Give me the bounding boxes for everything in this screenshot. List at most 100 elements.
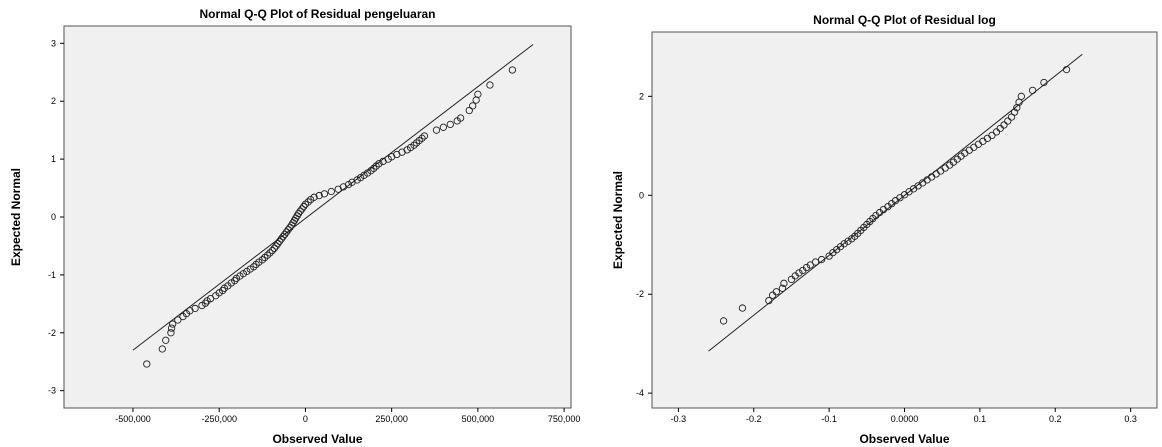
x-tick-label: 250,000	[375, 414, 408, 424]
data-point	[191, 304, 199, 313]
data-point	[465, 106, 473, 115]
data-point	[1062, 65, 1071, 74]
data-point	[258, 256, 266, 264]
data-point	[1028, 86, 1037, 95]
x-tick-label: 750,000	[548, 414, 581, 424]
data-point	[315, 191, 323, 200]
data-point	[765, 296, 773, 305]
data-point	[508, 66, 517, 74]
data-point	[418, 134, 426, 142]
data-point	[370, 164, 378, 173]
y-tick-label: 3	[51, 38, 56, 48]
y-tick-label: 2	[51, 96, 56, 106]
data-point	[201, 299, 210, 307]
data-point	[486, 81, 494, 89]
data-point	[268, 246, 276, 255]
x-tick-label: 0	[303, 414, 308, 424]
data-point	[778, 284, 787, 292]
data-point	[279, 233, 287, 241]
data-point	[158, 345, 166, 353]
data-point	[266, 249, 274, 257]
qq-plot-residual-log: Normal Q-Q Plot of Residual log -0.3 -0.2 -…	[581, 0, 1162, 447]
y-tick-label: 0	[51, 212, 56, 222]
data-point	[263, 251, 272, 259]
data-point	[456, 114, 465, 122]
data-point	[168, 320, 177, 328]
x-axis-title: Observed Value	[272, 432, 362, 446]
x-tick-label: 0.0000	[891, 414, 919, 424]
data-point	[988, 131, 996, 140]
x-tick-label: -500,000	[115, 414, 151, 424]
data-point	[1004, 117, 1012, 125]
reference-line	[132, 44, 534, 351]
data-point	[320, 190, 329, 198]
data-point	[296, 207, 304, 215]
qq-plot-right-svg: Normal Q-Q Plot of Residual log -0.3 -0.2 -…	[611, 13, 1158, 446]
data-point	[275, 237, 284, 245]
data-point	[817, 255, 826, 264]
x-tick-label: -0.1	[821, 414, 837, 424]
y-tick-label: -2	[636, 289, 644, 299]
chart-title: Normal Q-Q Plot of Residual log	[813, 13, 996, 27]
x-tick-label: -250,000	[201, 414, 237, 424]
y-axis-title: Expected Normal	[9, 168, 23, 266]
x-tick-label: -0.2	[746, 414, 762, 424]
y-tick-label: -2	[48, 328, 56, 338]
data-point	[840, 240, 848, 248]
y-tick-label: -1	[48, 270, 56, 280]
data-point	[294, 209, 303, 218]
data-point	[802, 263, 811, 272]
data-point	[1000, 121, 1008, 129]
data-point	[174, 316, 182, 324]
data-point	[282, 228, 291, 236]
data-point	[304, 198, 312, 206]
x-tick-label: 0.1	[974, 414, 987, 424]
data-point	[738, 304, 747, 312]
data-point	[719, 317, 728, 325]
y-axis-title: Expected Normal	[611, 171, 625, 269]
data-point	[277, 235, 285, 243]
data-point	[1040, 78, 1048, 87]
data-point	[844, 237, 852, 245]
data-point	[281, 230, 289, 239]
data-point	[1017, 92, 1025, 100]
data-point	[474, 90, 482, 98]
data-point	[272, 242, 280, 250]
data-point	[219, 286, 227, 295]
data-point	[420, 132, 429, 140]
x-tick-label: 0.2	[1049, 414, 1062, 424]
plot-area	[651, 31, 1158, 409]
x-tick-label: -0.3	[671, 414, 687, 424]
y-tick-label: 0	[639, 190, 644, 200]
data-point	[780, 279, 788, 287]
x-axis-title: Observed Value	[859, 432, 949, 446]
data-point	[274, 239, 282, 248]
y-tick-label: 1	[51, 154, 56, 164]
qq-plot-residual-pengeluaran: Normal Q-Q Plot of Residual pengeluaran -…	[9, 7, 581, 446]
data-point	[446, 120, 454, 129]
data-point	[310, 193, 318, 201]
data-point	[250, 263, 258, 271]
chart-title: Normal Q-Q Plot of Residual pengeluaran	[199, 7, 435, 21]
reference-line	[708, 53, 1083, 352]
data-point	[1010, 108, 1019, 116]
data-point	[167, 329, 175, 337]
data-point	[284, 226, 292, 234]
data-point	[270, 244, 279, 252]
data-point	[795, 269, 803, 277]
data-point	[300, 202, 308, 211]
data-point	[439, 123, 448, 131]
x-tick-label: 0.3	[1124, 414, 1137, 424]
data-point	[327, 187, 335, 196]
data-point	[162, 336, 170, 344]
plot-area	[63, 25, 572, 409]
data-point	[143, 360, 151, 368]
data-point	[167, 324, 176, 332]
x-tick-label: 500,000	[462, 414, 495, 424]
data-point	[772, 288, 781, 296]
y-tick-label: 2	[639, 91, 644, 101]
y-tick-label: -4	[636, 388, 644, 398]
qq-plot-left-svg: Normal Q-Q Plot of Residual pengeluaran -…	[9, 7, 581, 446]
data-point	[469, 102, 477, 110]
y-tick-label: -3	[48, 386, 56, 396]
